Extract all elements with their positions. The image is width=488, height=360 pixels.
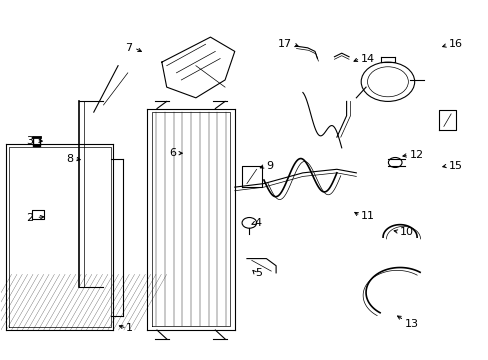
Text: 8: 8 [66, 154, 73, 163]
Text: 13: 13 [404, 319, 418, 329]
Text: 10: 10 [399, 227, 413, 237]
Text: 3: 3 [26, 136, 33, 146]
Text: 16: 16 [448, 39, 462, 49]
Text: 7: 7 [125, 43, 132, 53]
Text: 11: 11 [361, 211, 374, 221]
Text: 15: 15 [448, 161, 462, 171]
Text: 6: 6 [169, 148, 176, 158]
Text: 14: 14 [361, 54, 375, 64]
Text: 17: 17 [278, 39, 291, 49]
Text: 1: 1 [125, 323, 132, 333]
Text: 5: 5 [255, 268, 262, 278]
Text: 9: 9 [266, 161, 273, 171]
Text: 4: 4 [254, 218, 261, 228]
Text: 2: 2 [26, 212, 33, 222]
Text: 12: 12 [409, 150, 423, 160]
